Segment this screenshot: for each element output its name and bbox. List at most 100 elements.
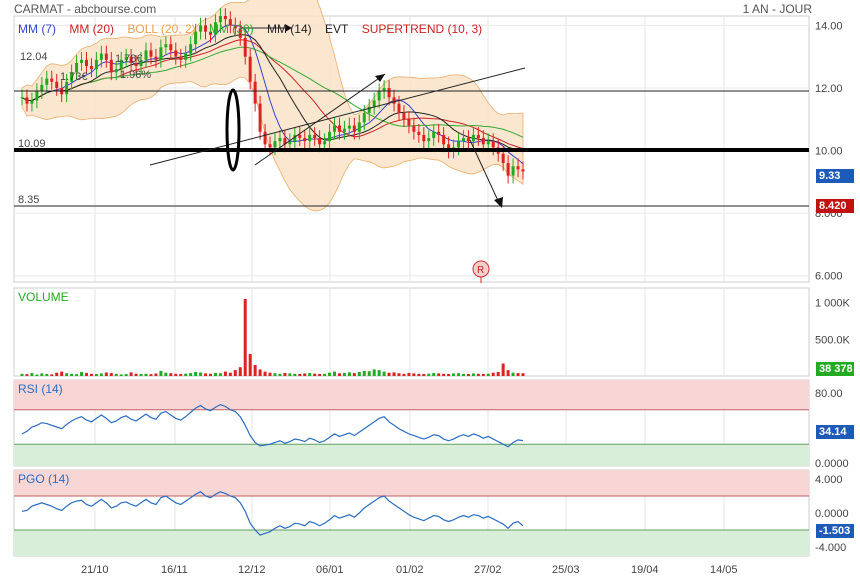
candle-body: [35, 91, 39, 101]
volume-bar: [208, 373, 212, 376]
candle-body: [199, 25, 203, 32]
x-tick-label: 01/02: [396, 564, 424, 576]
volume-bar: [243, 299, 247, 376]
legend-mm7[interactable]: MM (7): [18, 22, 56, 36]
indicator-legend: MM (7) MM (20) BOLL (20, 2) MM (30) MM (…: [18, 22, 492, 36]
volume-panel-frame: [13, 287, 810, 377]
candle-body: [213, 22, 217, 35]
candle-body: [278, 138, 282, 142]
candle-body: [248, 56, 252, 82]
volume-bar: [258, 369, 262, 376]
volume-bar: [293, 373, 297, 376]
candle-body: [268, 144, 272, 148]
volume-bar: [516, 373, 520, 376]
volume-bar: [213, 372, 217, 376]
candle-body: [169, 44, 173, 51]
volume-tick-label: 500.0K: [815, 334, 851, 346]
annotation-1: 12.04: [20, 51, 48, 63]
candle-body: [75, 62, 79, 73]
volume-bar: [84, 372, 88, 376]
candle-body: [273, 141, 277, 148]
candle-body: [94, 59, 98, 70]
volume-bar: [169, 373, 173, 376]
volume-bar: [342, 372, 346, 376]
volume-bar: [20, 373, 24, 376]
mm30-line: [21, 46, 524, 138]
legend-mm30[interactable]: MM (30): [208, 22, 254, 36]
volume-bar: [129, 372, 133, 376]
trend-line-2: [254, 73, 386, 166]
candle-body: [457, 141, 461, 148]
level-label-high: 10.09: [18, 138, 46, 150]
candle-body: [397, 103, 401, 114]
candle-body: [318, 138, 322, 145]
event-marker-label: R: [477, 265, 484, 276]
candle-body: [20, 97, 24, 99]
volume-bar: [30, 373, 34, 376]
volume-bar: [139, 373, 143, 376]
pgo-upper-zone: [14, 470, 809, 496]
annotation-4: 1.96%: [120, 69, 151, 81]
candle-body: [466, 138, 470, 142]
volume-bar: [387, 372, 391, 376]
candle-body: [481, 138, 485, 145]
volume-bar: [447, 373, 451, 376]
candle-body: [372, 100, 376, 107]
chart-title: CARMAT - abcbourse.com: [14, 2, 157, 16]
volume-bar: [99, 373, 103, 376]
period-selector[interactable]: 1 AN - JOUR: [742, 2, 812, 16]
candle-body: [288, 141, 292, 145]
volume-bar: [412, 373, 416, 376]
candle-body: [442, 134, 446, 145]
volume-bar: [134, 373, 138, 376]
candle-body: [25, 97, 29, 104]
candle-body: [402, 113, 406, 120]
annotation-2: 1.73€: [60, 71, 88, 83]
candle-body: [382, 87, 386, 92]
price-tick-label: 14.00: [815, 20, 843, 32]
legend-mm20[interactable]: MM (20): [69, 22, 115, 36]
volume-bar: [506, 370, 510, 376]
candle-body: [104, 53, 108, 60]
volume-bar: [372, 369, 376, 376]
volume-bar: [94, 373, 98, 376]
volume-bar: [104, 372, 108, 376]
volume-bar: [75, 374, 79, 376]
pgo-lower-zone: [14, 530, 809, 556]
volume-bar: [427, 373, 431, 376]
volume-bar: [402, 373, 406, 376]
trend-line-4: [469, 139, 501, 206]
candle-body: [357, 122, 361, 132]
legend-supertrend[interactable]: SUPERTREND (10, 3): [361, 22, 483, 36]
candle-body: [427, 138, 431, 142]
candle-body: [491, 141, 495, 148]
volume-bar: [377, 370, 381, 376]
volume-badge: 38 378: [816, 362, 854, 376]
volume-bar: [422, 373, 426, 376]
volume-bar: [218, 373, 222, 376]
x-tick-label: 14/05: [710, 564, 738, 576]
volume-bar: [50, 374, 54, 376]
volume-bar: [124, 374, 128, 376]
volume-bar: [144, 373, 148, 376]
volume-bar: [501, 363, 505, 376]
legend-boll[interactable]: BOLL (20, 2): [127, 22, 196, 36]
candle-body: [159, 47, 163, 60]
rsi-tick-label: 0.0000: [815, 458, 849, 470]
volume-bar: [337, 373, 341, 376]
arrow-head-1: [375, 74, 385, 82]
volume-bar: [397, 373, 401, 376]
volume-bar: [457, 373, 461, 376]
candle-body: [84, 59, 88, 67]
candle-body: [461, 138, 465, 142]
candle-body: [129, 56, 133, 63]
legend-mm14[interactable]: MM (14): [266, 22, 312, 36]
volume-bar: [288, 373, 292, 376]
candle-body: [447, 144, 451, 151]
candle-body: [506, 163, 510, 176]
legend-evt[interactable]: EVT: [325, 22, 349, 36]
volume-bar: [80, 371, 84, 376]
volume-bar: [164, 372, 168, 376]
candle-body: [45, 78, 49, 85]
